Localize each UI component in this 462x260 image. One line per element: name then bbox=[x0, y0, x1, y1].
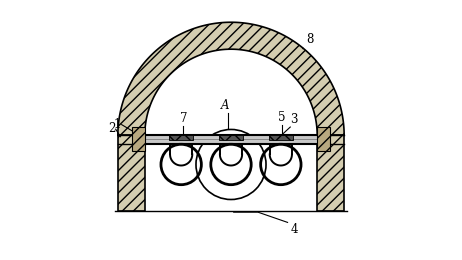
Text: 7: 7 bbox=[180, 112, 188, 125]
Polygon shape bbox=[145, 135, 317, 144]
Polygon shape bbox=[169, 135, 194, 140]
Text: 5: 5 bbox=[279, 111, 286, 124]
Polygon shape bbox=[118, 135, 145, 211]
Text: 3: 3 bbox=[290, 114, 298, 127]
Polygon shape bbox=[132, 127, 145, 151]
Polygon shape bbox=[317, 127, 330, 151]
Text: A: A bbox=[221, 100, 230, 113]
Polygon shape bbox=[118, 22, 344, 135]
Text: 4: 4 bbox=[290, 223, 298, 236]
Text: 8: 8 bbox=[306, 32, 313, 46]
Polygon shape bbox=[219, 135, 243, 140]
Polygon shape bbox=[317, 135, 344, 211]
Text: 2: 2 bbox=[108, 122, 115, 135]
Text: 1: 1 bbox=[114, 118, 121, 131]
Polygon shape bbox=[268, 135, 293, 140]
